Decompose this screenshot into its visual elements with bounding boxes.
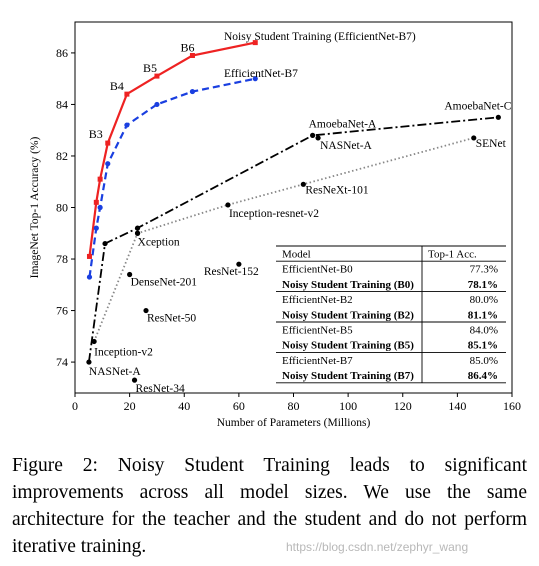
series-point bbox=[86, 274, 93, 280]
y-tick-label: 86 bbox=[56, 46, 68, 60]
figure-caption: Figure 2: Noisy Student Training leads t… bbox=[12, 455, 527, 557]
point-label: AmoebaNet-A bbox=[309, 118, 377, 130]
table-cell-model: Noisy Student Training (B2) bbox=[282, 309, 414, 321]
y-tick-label: 82 bbox=[56, 149, 68, 163]
table-cell-acc: 80.0% bbox=[470, 294, 498, 306]
watermark: https://blog.csdn.net/zephyr_wang bbox=[286, 540, 469, 554]
series-point bbox=[134, 225, 141, 231]
x-axis-label: Number of Parameters (Millions) bbox=[217, 417, 371, 429]
table-header: Top-1 Acc. bbox=[428, 249, 477, 261]
series-point bbox=[86, 359, 92, 365]
table-cell-acc: 84.0% bbox=[470, 325, 498, 337]
point-label: AmoebaNet-C bbox=[444, 100, 511, 112]
points-layer bbox=[86, 40, 501, 383]
point-label: NASNet-A bbox=[89, 366, 141, 378]
table-cell-acc: 85.1% bbox=[468, 340, 498, 352]
x-tick-label: 160 bbox=[503, 399, 521, 413]
y-axis-label: ImageNet Top-1 Accuracy (%) bbox=[29, 136, 41, 278]
model-point-label: DenseNet-201 bbox=[131, 276, 198, 288]
series-point bbox=[105, 140, 111, 146]
series-point bbox=[225, 202, 231, 208]
table-cell-model: EfficientNet-B5 bbox=[282, 325, 353, 337]
model-point bbox=[127, 271, 133, 278]
table-cell-acc: 85.0% bbox=[470, 355, 498, 367]
series-point bbox=[154, 73, 160, 79]
model-point-label: ResNet-50 bbox=[147, 313, 196, 325]
series-line bbox=[88, 77, 256, 278]
x-tick-label: 20 bbox=[124, 399, 136, 413]
series-point bbox=[154, 101, 160, 108]
table-cell-model: EfficientNet-B7 bbox=[282, 355, 353, 367]
table-cell-model: Noisy Student Training (B0) bbox=[282, 279, 414, 291]
x-tick-label: 0 bbox=[72, 399, 78, 413]
series-line bbox=[93, 137, 475, 342]
model-point bbox=[236, 261, 242, 267]
y-tick-label: 78 bbox=[56, 252, 68, 266]
point-label: ResNeXt-101 bbox=[305, 184, 368, 196]
series-point bbox=[124, 91, 130, 97]
labels-layer: B3 B4 B5 B6 NASNet-A AmoebaNet-A AmoebaNet-C In… bbox=[89, 31, 512, 395]
series-point bbox=[189, 88, 196, 95]
point-label: SENet bbox=[476, 138, 507, 150]
x-tick-label: 100 bbox=[339, 399, 357, 413]
series-point bbox=[252, 76, 258, 82]
model-point bbox=[131, 377, 138, 383]
model-point-label: NASNet-A bbox=[320, 140, 372, 152]
x-tick-label: 40 bbox=[178, 399, 190, 413]
series-point bbox=[97, 204, 103, 211]
x-tick-label: 140 bbox=[448, 399, 466, 413]
series-point bbox=[124, 122, 130, 128]
series-point bbox=[471, 135, 477, 141]
point-label: Inception-resnet-v2 bbox=[229, 208, 319, 220]
inset-table: Model Top-1 Acc. EfficientNet-B0 77.3% Noisy… bbox=[276, 245, 506, 385]
series-point bbox=[300, 181, 306, 187]
x-tick-label: 120 bbox=[394, 399, 412, 413]
point-label: B3 bbox=[89, 127, 103, 141]
model-point-label: ResNet-34 bbox=[136, 383, 185, 395]
point-label: B5 bbox=[143, 61, 157, 75]
table-header: Model bbox=[282, 249, 311, 261]
series-point bbox=[93, 225, 99, 231]
y-tick-label: 76 bbox=[56, 304, 68, 318]
model-point-label: ResNet-152 bbox=[204, 266, 259, 278]
table-cell-model: EfficientNet-B2 bbox=[282, 294, 353, 306]
x-tick-label: 60 bbox=[233, 399, 245, 413]
table-cell-acc: 77.3% bbox=[470, 264, 498, 276]
series-point bbox=[310, 132, 316, 138]
y-tick-label: 74 bbox=[56, 355, 68, 369]
table-cell-acc: 81.1% bbox=[468, 309, 498, 321]
series-point bbox=[97, 176, 103, 182]
series-point bbox=[105, 161, 111, 167]
series-point bbox=[91, 338, 97, 345]
y-tick-label: 80 bbox=[56, 201, 68, 215]
point-label: B4 bbox=[110, 79, 124, 93]
chart: 0 20 40 60 80 100 120 140 160 74 76 78 80 82 84 86 Numbe… bbox=[29, 21, 521, 429]
series-point bbox=[495, 114, 501, 120]
series-label: Noisy Student Training (EfficientNet-B7) bbox=[224, 31, 416, 43]
series-point bbox=[252, 40, 258, 46]
series-point bbox=[189, 52, 195, 58]
table-background bbox=[276, 246, 506, 385]
table-cell-model: EfficientNet-B0 bbox=[282, 264, 353, 276]
series-label: EfficientNet-B7 bbox=[224, 68, 298, 80]
series-point bbox=[102, 240, 108, 247]
model-point bbox=[143, 307, 149, 314]
y-tick-label: 84 bbox=[56, 97, 68, 111]
model-point bbox=[134, 230, 141, 236]
model-point-label: Xception bbox=[138, 236, 180, 248]
series-point bbox=[86, 253, 92, 259]
table-cell-acc: 78.1% bbox=[468, 279, 498, 291]
table-cell-model: Noisy Student Training (B7) bbox=[282, 370, 414, 382]
point-label: Inception-v2 bbox=[94, 346, 153, 358]
model-point bbox=[315, 135, 321, 141]
series-line bbox=[88, 41, 256, 257]
x-tick-label: 80 bbox=[288, 399, 300, 413]
point-label: B6 bbox=[180, 40, 194, 54]
axes: 0 20 40 60 80 100 120 140 160 74 76 78 80 82 84 86 Numbe… bbox=[29, 21, 521, 429]
table-cell-acc: 86.4% bbox=[468, 370, 498, 382]
table-cell-model: Noisy Student Training (B5) bbox=[282, 340, 414, 352]
series-point bbox=[93, 199, 99, 205]
